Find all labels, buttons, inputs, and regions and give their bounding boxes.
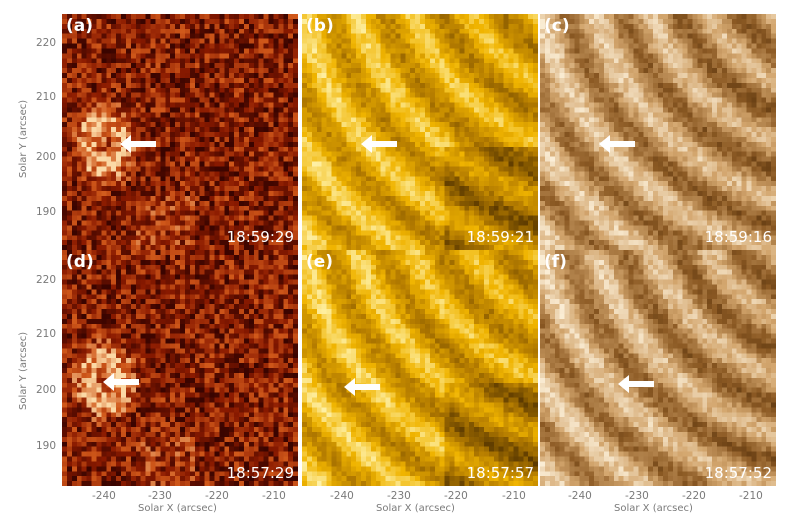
solar-image-e bbox=[302, 250, 538, 486]
x-tick-label: -230 bbox=[387, 490, 411, 502]
y-tick-label: 210 bbox=[36, 91, 57, 103]
y-tick-label: 220 bbox=[36, 274, 57, 286]
x-axis-title: Solar X (arcsec) bbox=[376, 503, 455, 514]
x-tick-label: -210 bbox=[502, 490, 526, 502]
y-tick-label: 200 bbox=[36, 384, 57, 396]
panel-b: (b) 18:59:21 bbox=[302, 14, 538, 250]
panel-c: (c) 18:59:16 bbox=[540, 14, 776, 250]
panel-label: (f) bbox=[544, 252, 567, 272]
x-tick-label: -210 bbox=[262, 490, 286, 502]
left-arrow-icon bbox=[120, 135, 156, 153]
left-arrow-icon bbox=[361, 135, 397, 153]
left-arrow-icon bbox=[599, 135, 635, 153]
solar-image-a bbox=[62, 14, 298, 250]
panel-timestamp: 18:57:29 bbox=[226, 464, 294, 482]
x-tick-label: -210 bbox=[739, 490, 763, 502]
left-arrow-icon bbox=[618, 375, 654, 393]
panel-timestamp: 18:57:52 bbox=[704, 464, 772, 482]
panel-label: (b) bbox=[306, 16, 334, 36]
panel-e: (e) 18:57:57 bbox=[302, 250, 538, 486]
solar-image-b bbox=[302, 14, 538, 250]
solar-image-d bbox=[62, 250, 298, 486]
panel-timestamp: 18:59:29 bbox=[226, 228, 294, 246]
y-axis-title: Solar Y (arcsec) bbox=[18, 331, 29, 410]
x-tick-label: -240 bbox=[568, 490, 592, 502]
panel-a: (a) 18:59:29 bbox=[62, 14, 298, 250]
panel-d: (d) 18:57:29 bbox=[62, 250, 298, 486]
y-tick-label: 210 bbox=[36, 328, 57, 340]
y-axis-title: Solar Y (arcsec) bbox=[18, 99, 29, 178]
x-tick-label: -230 bbox=[148, 490, 172, 502]
panel-f: (f) 18:57:52 bbox=[540, 250, 776, 486]
x-tick-label: -240 bbox=[92, 490, 116, 502]
x-tick-label: -220 bbox=[682, 490, 706, 502]
y-tick-label: 200 bbox=[36, 151, 57, 163]
panel-timestamp: 18:59:16 bbox=[704, 228, 772, 246]
y-tick-label: 190 bbox=[36, 440, 57, 452]
panel-label: (e) bbox=[306, 252, 334, 272]
x-axis-title: Solar X (arcsec) bbox=[614, 503, 693, 514]
panel-timestamp: 18:57:57 bbox=[466, 464, 534, 482]
panel-label: (a) bbox=[66, 16, 94, 36]
x-tick-label: -240 bbox=[330, 490, 354, 502]
left-arrow-icon bbox=[103, 373, 139, 391]
x-axis-title: Solar X (arcsec) bbox=[138, 503, 217, 514]
y-tick-label: 190 bbox=[36, 206, 57, 218]
x-tick-label: -220 bbox=[444, 490, 468, 502]
left-arrow-icon bbox=[344, 378, 380, 396]
panel-label: (d) bbox=[66, 252, 94, 272]
panel-timestamp: 18:59:21 bbox=[466, 228, 534, 246]
y-tick-label: 220 bbox=[36, 37, 57, 49]
x-tick-label: -230 bbox=[625, 490, 649, 502]
panel-label: (c) bbox=[544, 16, 570, 36]
solar-image-c bbox=[540, 14, 776, 250]
solar-image-f bbox=[540, 250, 776, 486]
x-tick-label: -220 bbox=[205, 490, 229, 502]
